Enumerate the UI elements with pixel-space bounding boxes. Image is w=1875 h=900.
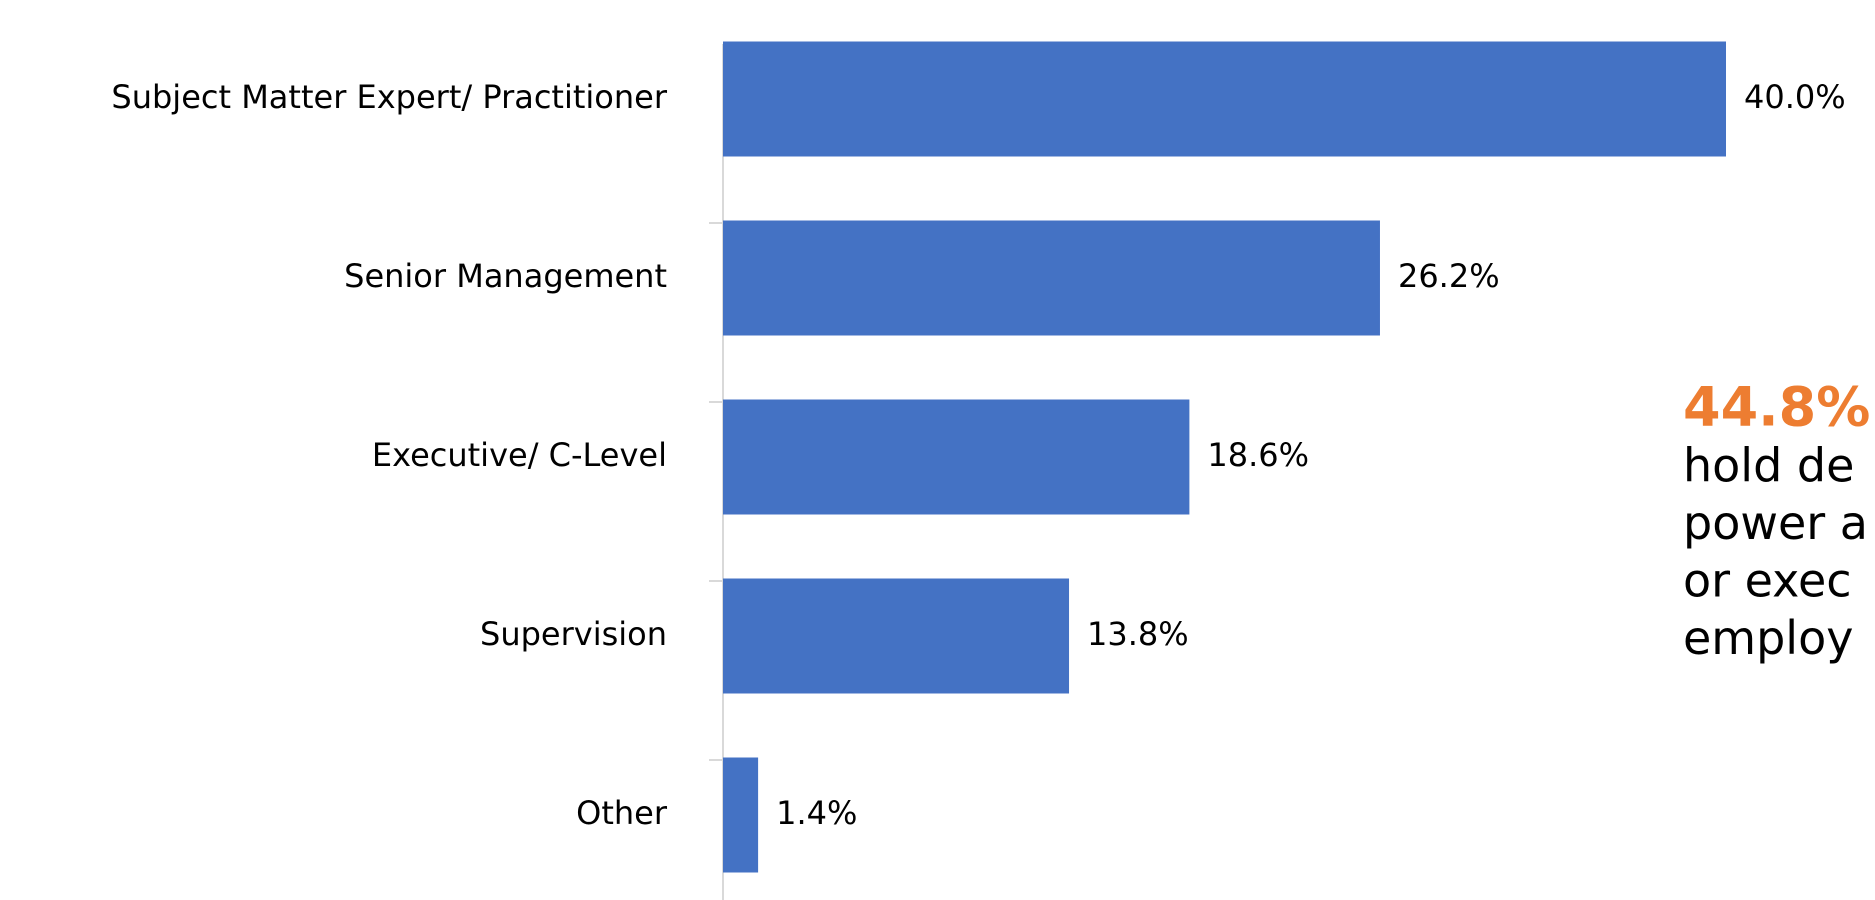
bar [723, 41, 1726, 157]
annotation-headline: 44.8% [1683, 376, 1870, 439]
category-label: Executive/ C-Level [372, 436, 667, 474]
bar [723, 399, 1190, 515]
category-label: Supervision [480, 615, 667, 653]
data-label: 26.2% [1398, 257, 1500, 295]
annotation-line: power a [1683, 496, 1868, 550]
bar [723, 578, 1070, 694]
annotation-line: hold de [1683, 439, 1854, 493]
bar [723, 220, 1380, 336]
data-label: 40.0% [1744, 78, 1846, 116]
category-label: Subject Matter Expert/ Practitioner [111, 78, 667, 116]
bar [723, 757, 759, 873]
category-label: Senior Management [344, 257, 667, 295]
annotation-line: or exec [1683, 554, 1852, 608]
data-label: 13.8% [1087, 615, 1189, 653]
annotation-line: employ [1683, 611, 1853, 665]
category-label: Other [576, 794, 668, 832]
data-label: 1.4% [776, 794, 857, 832]
data-label: 18.6% [1207, 436, 1309, 474]
